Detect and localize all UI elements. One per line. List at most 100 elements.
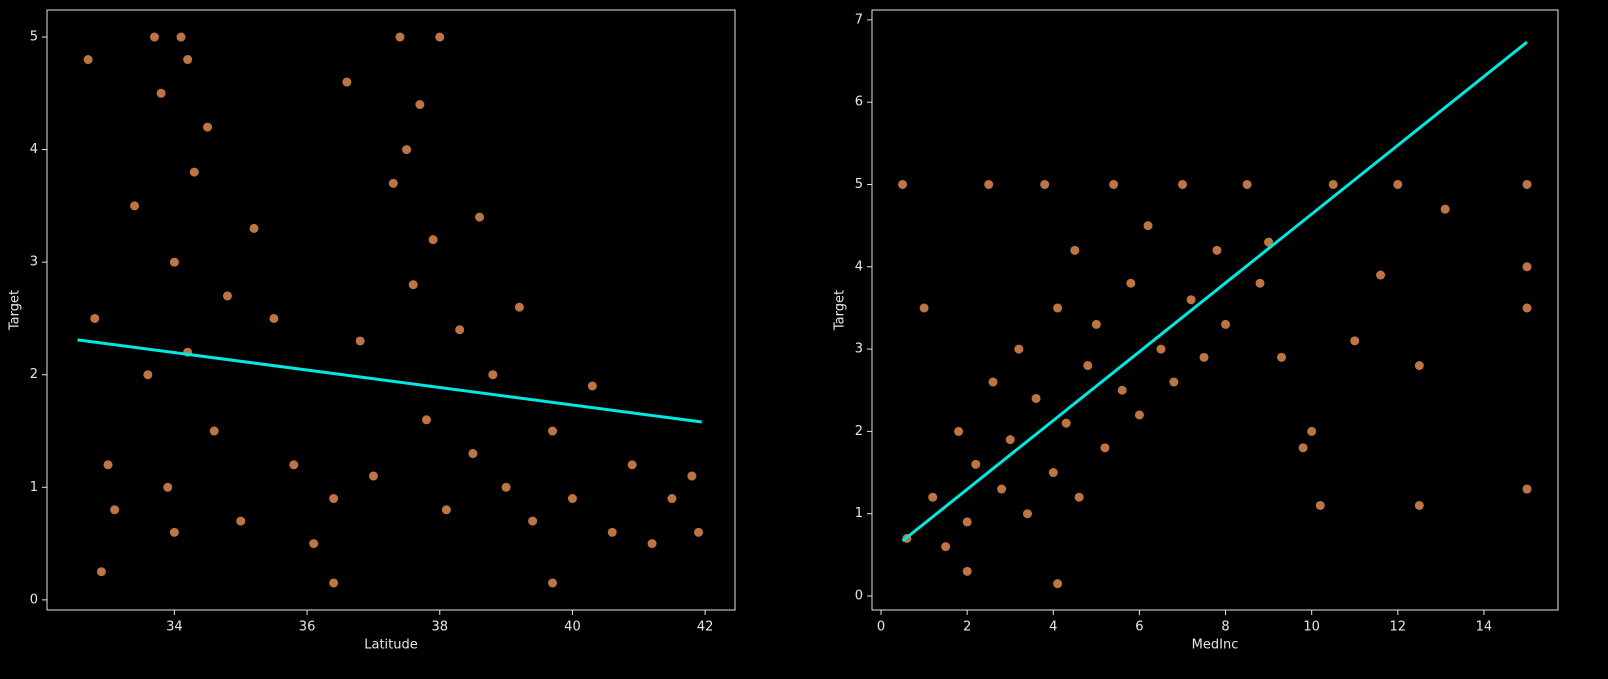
- data-point: [355, 336, 365, 346]
- y-tick-label: 0: [30, 592, 38, 607]
- data-point: [329, 578, 339, 588]
- data-point: [475, 212, 485, 222]
- y-tick-label: 6: [855, 95, 863, 110]
- data-point: [1522, 484, 1532, 494]
- data-point: [415, 100, 425, 110]
- y-tick-label: 1: [855, 506, 863, 521]
- data-point: [1100, 443, 1110, 453]
- x-axis-label: MedInc: [1192, 638, 1239, 653]
- x-tick-label: 8: [1221, 620, 1229, 635]
- data-point: [1177, 179, 1187, 189]
- data-point: [962, 517, 972, 527]
- data-point: [209, 426, 219, 436]
- data-point: [548, 578, 558, 588]
- data-point: [1070, 245, 1080, 255]
- data-point: [647, 539, 657, 549]
- data-point: [1212, 245, 1222, 255]
- data-point: [455, 325, 465, 335]
- data-point: [1393, 179, 1403, 189]
- y-tick-label: 2: [30, 367, 38, 382]
- data-point: [236, 516, 246, 526]
- data-point: [388, 178, 398, 188]
- data-point: [1328, 179, 1338, 189]
- x-tick-label: 14: [1476, 620, 1493, 635]
- data-point: [667, 494, 677, 504]
- data-point: [83, 55, 93, 65]
- data-point: [1074, 492, 1084, 502]
- data-point: [169, 527, 179, 537]
- data-point: [1350, 336, 1360, 346]
- y-tick-label: 0: [855, 589, 863, 604]
- data-point: [110, 505, 120, 515]
- data-point: [1109, 179, 1119, 189]
- data-point: [90, 313, 100, 323]
- y-tick-label: 2: [855, 424, 863, 439]
- data-point: [421, 415, 431, 425]
- data-point: [1005, 435, 1015, 445]
- x-tick-label: 38: [431, 620, 448, 635]
- data-point: [408, 280, 418, 290]
- data-point: [1126, 278, 1136, 288]
- data-point: [1186, 295, 1196, 305]
- x-tick-label: 40: [564, 620, 581, 635]
- data-point: [329, 494, 339, 504]
- data-point: [1242, 179, 1252, 189]
- data-point: [919, 303, 929, 313]
- regression-line: [77, 338, 703, 424]
- data-point: [1053, 303, 1063, 313]
- y-tick-label: 3: [30, 255, 38, 270]
- data-point: [1048, 468, 1058, 478]
- data-point: [163, 482, 173, 492]
- data-point: [1040, 179, 1050, 189]
- x-tick-label: 6: [1135, 620, 1143, 635]
- x-tick-label: 42: [697, 620, 714, 635]
- data-point: [1414, 361, 1424, 371]
- y-tick-label: 1: [30, 480, 38, 495]
- data-point: [1143, 221, 1153, 231]
- data-point: [548, 426, 558, 436]
- data-point: [501, 482, 511, 492]
- y-tick-label: 3: [855, 342, 863, 357]
- data-point: [1169, 377, 1179, 387]
- data-point: [156, 88, 166, 98]
- data-point: [687, 471, 697, 481]
- data-point: [435, 32, 445, 42]
- y-axis-label: Target: [8, 290, 23, 331]
- axes-frame: [46, 9, 736, 611]
- data-point: [1277, 352, 1287, 362]
- data-point: [1414, 500, 1424, 510]
- y-tick-label: 4: [855, 259, 863, 274]
- y-tick-label: 7: [855, 12, 863, 27]
- x-tick-label: 4: [1049, 620, 1057, 635]
- data-point: [1134, 410, 1144, 420]
- data-point: [368, 471, 378, 481]
- data-point: [1022, 509, 1032, 519]
- data-point: [1522, 303, 1532, 313]
- data-point: [222, 291, 232, 301]
- data-point: [971, 459, 981, 469]
- x-tick-label: 34: [166, 620, 183, 635]
- data-point: [1315, 500, 1325, 510]
- data-point: [1440, 204, 1450, 214]
- data-point: [514, 302, 524, 312]
- data-point: [1264, 237, 1274, 247]
- x-tick-label: 10: [1303, 620, 1320, 635]
- data-point: [694, 527, 704, 537]
- axes-frame: [871, 9, 1559, 611]
- data-point: [402, 145, 412, 155]
- data-point: [169, 257, 179, 267]
- data-point: [441, 505, 451, 515]
- x-tick-label: 0: [877, 620, 885, 635]
- data-point: [1091, 319, 1101, 329]
- data-point: [587, 381, 597, 391]
- data-point: [1031, 393, 1041, 403]
- data-point: [1522, 262, 1532, 272]
- data-point: [1156, 344, 1166, 354]
- data-point: [984, 179, 994, 189]
- data-point: [289, 460, 299, 470]
- data-point: [249, 223, 259, 233]
- data-point: [1117, 385, 1127, 395]
- data-point: [1061, 418, 1071, 428]
- data-point: [468, 449, 478, 459]
